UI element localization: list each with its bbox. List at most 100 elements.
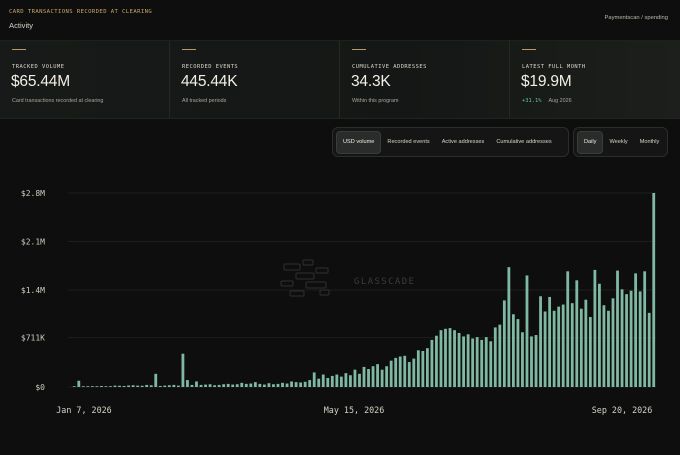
chart-bar[interactable] xyxy=(593,269,597,387)
chart-bar[interactable] xyxy=(448,328,452,387)
chart-bar[interactable] xyxy=(208,384,212,387)
chart-bar[interactable] xyxy=(95,386,99,387)
tab-active-addresses[interactable]: Active addresses xyxy=(441,138,485,145)
chart-bar[interactable] xyxy=(516,319,520,387)
chart-bar[interactable] xyxy=(643,271,647,387)
chart-bar[interactable] xyxy=(118,385,121,387)
chart-bar[interactable] xyxy=(290,381,293,387)
chart-bar[interactable] xyxy=(312,372,316,387)
chart-bar[interactable] xyxy=(489,341,493,387)
chart-bar[interactable] xyxy=(507,267,511,387)
chart-bar[interactable] xyxy=(267,383,271,387)
chart-bar[interactable] xyxy=(566,271,570,387)
chart-bar[interactable] xyxy=(453,330,456,387)
chart-bar[interactable] xyxy=(394,357,398,387)
chart-bar[interactable] xyxy=(620,289,624,387)
chart-bar[interactable] xyxy=(598,283,601,387)
chart-bar[interactable] xyxy=(552,310,556,387)
chart-bar[interactable] xyxy=(371,366,375,387)
tab-cumulative-addresses[interactable]: Cumulative addresses xyxy=(496,138,552,145)
chart-bar[interactable] xyxy=(435,335,438,387)
chart-bar[interactable] xyxy=(475,337,479,387)
chart-bar[interactable] xyxy=(249,383,253,387)
chart-bar[interactable] xyxy=(326,377,330,387)
chart-bar[interactable] xyxy=(303,381,307,387)
chart-bar[interactable] xyxy=(425,348,429,387)
chart-bar[interactable] xyxy=(195,381,198,387)
chart-bar[interactable] xyxy=(299,382,303,388)
chart-bar[interactable] xyxy=(457,332,461,387)
chart-bar[interactable] xyxy=(362,366,366,387)
chart-bar[interactable] xyxy=(629,290,633,387)
chart-bar[interactable] xyxy=(530,336,533,387)
chart-bar[interactable] xyxy=(647,312,651,387)
chart-bar[interactable] xyxy=(493,327,497,387)
chart-bar[interactable] xyxy=(367,368,370,387)
chart-bar[interactable] xyxy=(231,384,235,387)
chart-bar[interactable] xyxy=(72,386,76,387)
chart-bar[interactable] xyxy=(217,384,221,387)
chart-bar[interactable] xyxy=(109,386,112,387)
chart-bar[interactable] xyxy=(548,296,552,387)
chart-bar[interactable] xyxy=(462,336,465,387)
chart-bar[interactable] xyxy=(204,384,207,387)
chart-bar[interactable] xyxy=(498,324,502,387)
chart-bar[interactable] xyxy=(154,373,158,387)
chart-bar[interactable] xyxy=(430,339,434,387)
tab-monthly[interactable]: Monthly xyxy=(639,138,660,145)
chart-bar[interactable] xyxy=(122,385,126,387)
chart-bar[interactable] xyxy=(638,291,642,387)
chart-bar[interactable] xyxy=(344,373,348,387)
chart-bar[interactable] xyxy=(213,385,217,387)
chart-bar[interactable] xyxy=(389,360,393,387)
chart-bar[interactable] xyxy=(652,193,656,387)
chart-bar[interactable] xyxy=(416,350,420,387)
chart-bar[interactable] xyxy=(222,384,226,387)
chart-bar[interactable] xyxy=(258,383,262,387)
chart-bar[interactable] xyxy=(294,382,298,387)
chart-bar[interactable] xyxy=(511,314,515,387)
chart-bar[interactable] xyxy=(380,369,384,387)
chart-bar[interactable] xyxy=(385,366,389,387)
chart-bar[interactable] xyxy=(561,304,565,387)
chart-bar[interactable] xyxy=(634,273,638,387)
chart-bar[interactable] xyxy=(539,296,542,387)
chart-bar[interactable] xyxy=(579,308,583,387)
chart-bar[interactable] xyxy=(285,383,289,387)
chart-bar[interactable] xyxy=(172,384,176,387)
tab-weekly[interactable]: Weekly xyxy=(609,138,628,145)
chart-bar[interactable] xyxy=(244,383,248,387)
chart-bar[interactable] xyxy=(186,380,189,387)
chart-bar[interactable] xyxy=(330,375,334,387)
chart-bar[interactable] xyxy=(276,383,280,387)
chart-bar[interactable] xyxy=(421,350,425,387)
chart-bar[interactable] xyxy=(181,353,185,387)
chart-bar[interactable] xyxy=(557,306,561,387)
chart-bar[interactable] xyxy=(90,386,94,387)
chart-bar[interactable] xyxy=(100,385,103,387)
chart-bar[interactable] xyxy=(407,362,411,387)
chart-bar[interactable] xyxy=(588,317,592,387)
chart-bar[interactable] xyxy=(145,384,149,387)
chart-bar[interactable] xyxy=(317,378,321,387)
chart-bar[interactable] xyxy=(534,335,538,387)
chart-bar[interactable] xyxy=(349,375,352,387)
chart-bar[interactable] xyxy=(235,384,239,387)
chart-bar[interactable] xyxy=(104,386,108,387)
breadcrumb[interactable]: Paymentscan / spending xyxy=(604,15,668,21)
chart-bar[interactable] xyxy=(240,382,244,387)
chart-bar[interactable] xyxy=(339,376,343,387)
chart-bar[interactable] xyxy=(127,385,130,387)
chart-bar[interactable] xyxy=(176,385,180,387)
chart-bar[interactable] xyxy=(272,384,275,387)
chart-bar[interactable] xyxy=(335,374,339,387)
chart-bar[interactable] xyxy=(113,385,117,387)
chart-bar[interactable] xyxy=(480,339,484,387)
chart-bar[interactable] xyxy=(226,383,230,387)
chart-bar[interactable] xyxy=(167,385,171,387)
chart-bar[interactable] xyxy=(253,382,257,387)
chart-bar[interactable] xyxy=(353,369,357,387)
chart-bar[interactable] xyxy=(131,385,135,387)
chart-bar[interactable] xyxy=(625,294,628,387)
chart-bar[interactable] xyxy=(163,385,167,387)
